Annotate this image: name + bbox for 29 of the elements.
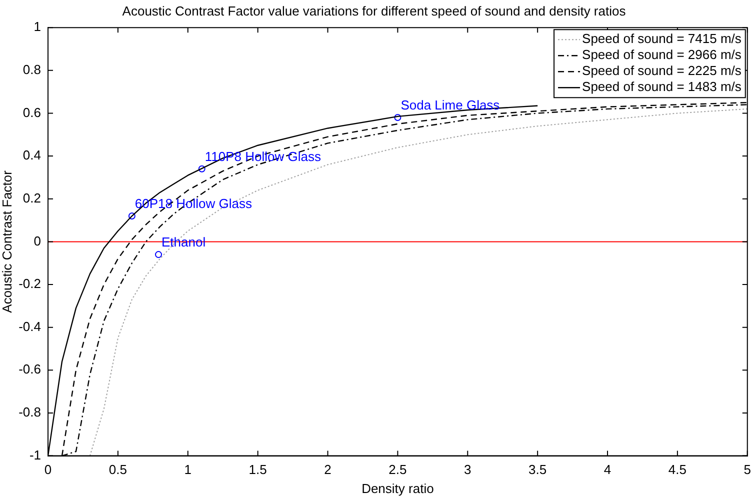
x-tick-label: 2.5 (388, 462, 407, 478)
x-axis-title: Density ratio (362, 480, 434, 496)
x-tick-label: 2 (324, 462, 332, 478)
legend-label: Speed of sound = 1483 m/s (582, 79, 742, 94)
y-tick-label: -0.8 (18, 404, 41, 420)
y-tick-label: -0.4 (18, 318, 41, 334)
y-tick-label: -0.2 (18, 276, 41, 292)
x-tick-label: 1.5 (248, 462, 267, 478)
y-tick-label: 0.6 (22, 104, 41, 120)
x-tick-label: 5 (744, 462, 751, 478)
x-tick-label: 1 (184, 462, 192, 478)
y-tick-label: 1 (34, 19, 41, 34)
x-tick-label: 3.5 (528, 462, 547, 478)
y-tick-label: 0.2 (22, 190, 41, 206)
x-tick-label: 4 (604, 462, 612, 478)
chart-title: Acoustic Contrast Factor value variations for different speed of sound and density ratios (122, 3, 626, 18)
x-tick-label: 3 (464, 462, 472, 478)
y-tick-label: -0.6 (18, 362, 41, 377)
y-tick-label: 0.8 (22, 62, 41, 77)
x-tick-label: 4.5 (668, 462, 686, 478)
legend-label: Speed of sound = 2966 m/s (582, 47, 742, 62)
legend-label: Speed of sound = 7415 m/s (582, 31, 742, 46)
x-tick-label: 0 (44, 462, 52, 478)
y-axis-title: Acoustic Contrast Factor (0, 170, 14, 313)
y-tick-label: 0 (34, 233, 41, 248)
legend-label: Speed of sound = 2225 m/s (582, 63, 742, 78)
y-tick-label: -1 (29, 447, 41, 462)
x-tick-label: 0.5 (108, 462, 127, 478)
y-tick-label: 0.4 (22, 148, 41, 163)
